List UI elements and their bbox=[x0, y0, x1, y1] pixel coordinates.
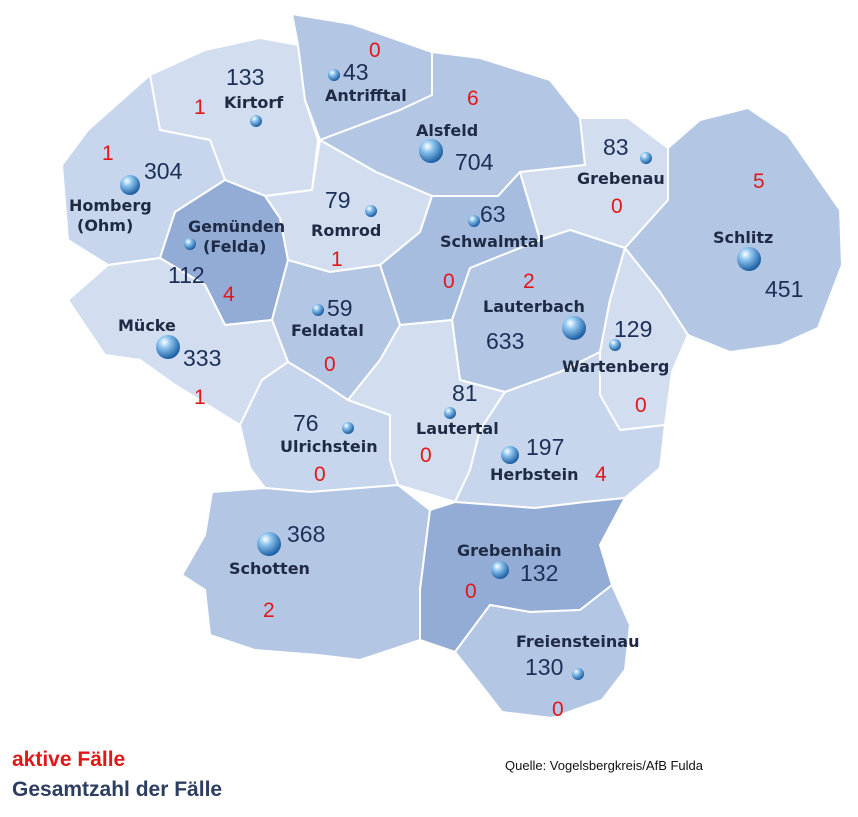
active-ulrichstein: 0 bbox=[314, 463, 326, 486]
name-schlitz: Schlitz bbox=[713, 228, 773, 247]
total-schotten: 368 bbox=[287, 521, 325, 547]
name-kirtorf: Kirtorf bbox=[224, 93, 284, 112]
marker-alsfeld bbox=[419, 139, 443, 163]
name-romrod: Romrod bbox=[311, 221, 381, 240]
active-lauterbach: 2 bbox=[523, 270, 535, 293]
total-wartenberg: 129 bbox=[614, 316, 652, 342]
active-gemuenden: 4 bbox=[223, 283, 235, 306]
name-muecke: Mücke bbox=[118, 316, 176, 335]
marker-ulrichstein bbox=[342, 422, 354, 434]
marker-schwalmtal bbox=[468, 215, 480, 227]
active-feldatal: 0 bbox=[324, 353, 336, 376]
name-gemuenden: Gemünden (Felda) bbox=[188, 217, 285, 256]
active-freiensteinau: 0 bbox=[552, 698, 564, 721]
active-schwalmtal: 0 bbox=[443, 270, 455, 293]
total-schlitz: 451 bbox=[765, 276, 803, 302]
total-lauterbach: 633 bbox=[486, 328, 524, 354]
marker-lautertal bbox=[444, 407, 456, 419]
active-grebenau: 0 bbox=[611, 195, 623, 218]
total-gemuenden: 112 bbox=[168, 262, 205, 288]
active-lautertal: 0 bbox=[420, 444, 432, 467]
total-ulrichstein: 76 bbox=[293, 410, 319, 436]
active-schotten: 2 bbox=[263, 599, 275, 622]
total-kirtorf: 133 bbox=[226, 64, 264, 90]
marker-wartenberg bbox=[609, 339, 621, 351]
total-homberg: 304 bbox=[144, 158, 183, 184]
labels: 0 43 Antrifftal 133 Kirtorf 1 6 Alsfeld … bbox=[69, 39, 803, 721]
name-freiensteinau: Freiensteinau bbox=[516, 632, 639, 651]
active-antrifftal: 0 bbox=[369, 39, 381, 62]
marker-freiensteinau bbox=[572, 668, 584, 680]
active-kirtorf: 1 bbox=[194, 96, 206, 119]
active-romrod: 1 bbox=[331, 248, 343, 271]
marker-homberg bbox=[120, 175, 140, 195]
marker-muecke bbox=[156, 335, 180, 359]
markers bbox=[120, 69, 761, 680]
legend-active-cases: aktive Fälle bbox=[12, 748, 126, 771]
region-freiensteinau bbox=[454, 584, 631, 719]
name-homberg: Homberg (Ohm) bbox=[69, 196, 152, 235]
marker-kirtorf bbox=[250, 115, 262, 127]
name-wartenberg: Wartenberg bbox=[562, 357, 669, 376]
name-antrifftal: Antrifftal bbox=[325, 86, 407, 105]
marker-lauterbach bbox=[562, 316, 586, 340]
region-herbstein bbox=[454, 351, 666, 509]
name-lautertal: Lautertal bbox=[416, 419, 499, 438]
total-antrifftal: 43 bbox=[343, 59, 369, 85]
marker-schotten bbox=[257, 532, 281, 556]
region-schotten bbox=[181, 484, 431, 661]
marker-schlitz bbox=[737, 247, 761, 271]
marker-grebenau bbox=[640, 152, 652, 164]
marker-antrifftal bbox=[328, 69, 340, 81]
active-schlitz: 5 bbox=[753, 170, 765, 193]
marker-gemuenden bbox=[184, 238, 196, 250]
name-schotten: Schotten bbox=[229, 559, 310, 578]
marker-romrod bbox=[365, 205, 377, 217]
name-grebenhain: Grebenhain bbox=[457, 541, 562, 560]
active-wartenberg: 0 bbox=[635, 394, 647, 417]
active-homberg: 1 bbox=[102, 142, 114, 165]
legend-total-cases: Gesamtzahl der Fälle bbox=[12, 778, 223, 801]
source-note: Quelle: Vogelsbergkreis/AfB Fulda bbox=[505, 758, 703, 773]
active-alsfeld: 6 bbox=[467, 87, 479, 110]
total-lautertal: 81 bbox=[452, 380, 478, 406]
active-herbstein: 4 bbox=[595, 463, 607, 486]
total-alsfeld: 704 bbox=[455, 149, 494, 175]
name-grebenau: Grebenau bbox=[577, 169, 665, 188]
total-muecke: 333 bbox=[183, 345, 221, 371]
name-feldatal: Feldatal bbox=[291, 321, 364, 340]
name-lauterbach: Lauterbach bbox=[483, 297, 585, 316]
marker-herbstein bbox=[501, 446, 519, 464]
total-grebenhain: 132 bbox=[520, 560, 558, 586]
name-alsfeld: Alsfeld bbox=[416, 121, 478, 140]
marker-feldatal bbox=[312, 304, 324, 316]
marker-grebenhain bbox=[491, 561, 509, 579]
total-feldatal: 59 bbox=[327, 295, 353, 321]
total-grebenau: 83 bbox=[603, 134, 629, 160]
total-schwalmtal: 63 bbox=[480, 201, 506, 227]
active-muecke: 1 bbox=[194, 386, 206, 409]
name-herbstein: Herbstein bbox=[490, 465, 578, 484]
name-schwalmtal: Schwalmtal bbox=[440, 232, 544, 251]
name-ulrichstein: Ulrichstein bbox=[280, 437, 378, 456]
total-freiensteinau: 130 bbox=[525, 654, 563, 680]
total-romrod: 79 bbox=[325, 187, 351, 213]
active-grebenhain: 0 bbox=[465, 580, 477, 603]
total-herbstein: 197 bbox=[526, 434, 564, 460]
